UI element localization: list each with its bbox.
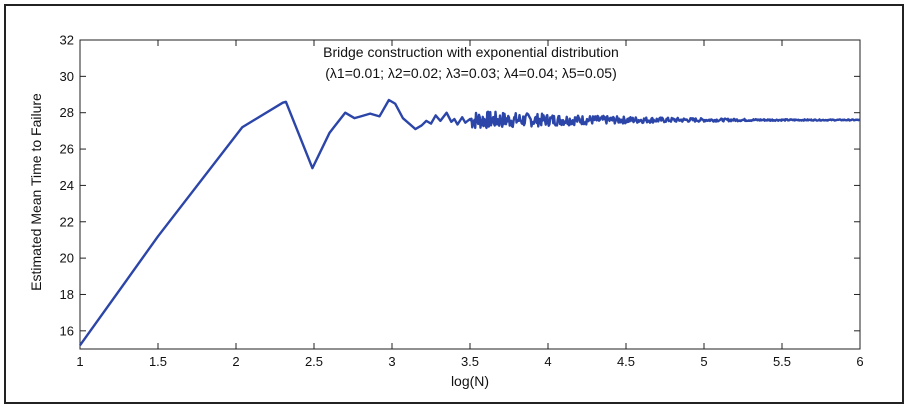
x-tick-label: 3.5 — [461, 354, 479, 369]
y-tick-label: 20 — [60, 251, 74, 266]
x-tick-label: 3 — [388, 354, 395, 369]
y-tick-label: 32 — [60, 33, 74, 48]
y-tick-label: 16 — [60, 323, 74, 338]
x-tick-label: 1 — [76, 354, 83, 369]
axes-box — [79, 39, 861, 350]
x-axis-title: log(N) — [451, 373, 489, 389]
x-tick-label: 5 — [700, 354, 707, 369]
y-axis-title: Estimated Mean Time to Failure — [28, 93, 44, 291]
y-tick-label: 24 — [60, 178, 74, 193]
x-tick-label: 2 — [232, 354, 239, 369]
x-tick-label: 5.5 — [773, 354, 791, 369]
y-tick-label: 18 — [60, 287, 74, 302]
y-tick-label: 22 — [60, 214, 74, 229]
plot-area: 1 1.5 2 2.5 3 3.5 4 4.5 5 5.5 6 16 18 20 22 24 26 28 30 32 — [60, 33, 864, 370]
x-tick-label: 4 — [544, 354, 551, 369]
chart-title: Bridge construction with exponential dis… — [323, 44, 619, 60]
y-tick-label: 28 — [60, 105, 74, 120]
x-tick-label: 2.5 — [305, 354, 323, 369]
x-tick-label: 6 — [856, 354, 863, 369]
y-tick-label: 30 — [60, 69, 74, 84]
x-tick-label: 4.5 — [617, 354, 635, 369]
chart-subtitle: (λ1=0.01; λ2=0.02; λ3=0.03; λ4=0.04; λ5=… — [325, 65, 617, 81]
series-line — [79, 98, 861, 347]
x-tick-label: 1.5 — [149, 354, 167, 369]
y-tick-label: 26 — [60, 142, 74, 157]
